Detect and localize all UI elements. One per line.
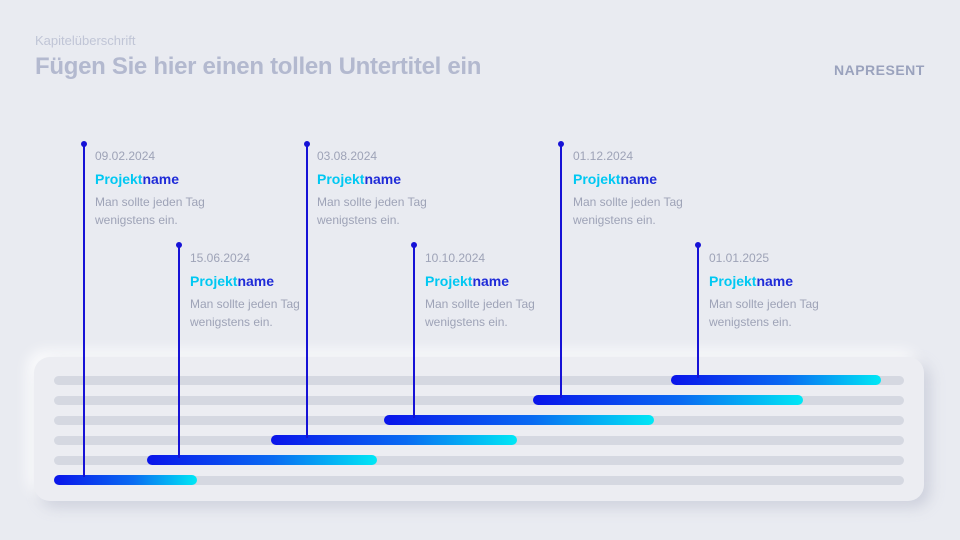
- brand-logo: NAPRESENT: [834, 62, 925, 78]
- desc-line: Man sollte jeden Tag: [95, 195, 205, 209]
- milestone-name: Projektname: [709, 273, 849, 289]
- milestone-description: Man sollte jeden Tag wenigstens ein.: [573, 193, 713, 229]
- milestone-name: Projektname: [317, 171, 457, 187]
- milestone-name: Projektname: [425, 273, 565, 289]
- timeline-track: [54, 456, 904, 465]
- milestone-name-part: Projekt: [95, 171, 143, 187]
- desc-line: Man sollte jeden Tag: [190, 297, 300, 311]
- desc-line: wenigstens ein.: [709, 315, 792, 329]
- desc-line: wenigstens ein.: [190, 315, 273, 329]
- project-bar-6: [671, 375, 881, 385]
- desc-line: Man sollte jeden Tag: [709, 297, 819, 311]
- milestone-label: 01.01.2025 Projektname Man sollte jeden …: [709, 251, 849, 331]
- milestone-name-part: Projekt: [190, 273, 238, 289]
- milestone-stem: [560, 144, 562, 398]
- milestone-label: 10.10.2024 Projektname Man sollte jeden …: [425, 251, 565, 331]
- timeline-track: [54, 396, 904, 405]
- milestone-date: 01.12.2024: [573, 149, 634, 163]
- milestone-name-part: name: [142, 171, 180, 187]
- milestone-name: Projektname: [573, 171, 713, 187]
- milestone-stem: [413, 245, 415, 418]
- milestone-date: 09.02.2024: [95, 149, 156, 163]
- desc-line: Man sollte jeden Tag: [317, 195, 427, 209]
- milestone-date: 01.01.2025: [709, 251, 770, 265]
- milestone-stem: [83, 144, 85, 477]
- milestone-date: 10.10.2024: [425, 251, 486, 265]
- milestone-stem: [306, 144, 308, 438]
- timeline-track: [54, 476, 904, 485]
- milestone-name: Projektname: [95, 171, 235, 187]
- milestone-description: Man sollte jeden Tag wenigstens ein.: [425, 295, 565, 331]
- milestone-name-part: name: [756, 273, 794, 289]
- milestone-stem: [697, 245, 699, 378]
- milestone-description: Man sollte jeden Tag wenigstens ein.: [317, 193, 457, 229]
- milestone-description: Man sollte jeden Tag wenigstens ein.: [95, 193, 235, 229]
- chapter-heading: Kapitelüberschrift: [35, 33, 136, 48]
- desc-line: Man sollte jeden Tag: [573, 195, 683, 209]
- desc-line: wenigstens ein.: [573, 213, 656, 227]
- milestone-name-part: Projekt: [425, 273, 473, 289]
- milestone-description: Man sollte jeden Tag wenigstens ein.: [709, 295, 849, 331]
- milestone-name-part: name: [472, 273, 510, 289]
- milestone-description: Man sollte jeden Tag wenigstens ein.: [190, 295, 330, 331]
- milestone-label: 03.08.2024 Projektname Man sollte jeden …: [317, 149, 457, 229]
- project-bar-2: [147, 455, 377, 465]
- project-bar-1: [54, 475, 197, 485]
- page-subtitle: Fügen Sie hier einen tollen Untertitel e…: [35, 53, 482, 80]
- project-bar-3: [271, 435, 517, 445]
- milestone-name-part: name: [364, 171, 402, 187]
- timeline-track: [54, 376, 904, 385]
- desc-line: wenigstens ein.: [95, 213, 178, 227]
- milestone-name-part: name: [620, 171, 658, 187]
- project-bar-4: [384, 415, 654, 425]
- milestone-stem: [178, 245, 180, 458]
- desc-line: Man sollte jeden Tag: [425, 297, 535, 311]
- project-bar-5: [533, 395, 803, 405]
- milestone-label: 01.12.2024 Projektname Man sollte jeden …: [573, 149, 713, 229]
- desc-line: wenigstens ein.: [425, 315, 508, 329]
- milestone-label: 09.02.2024 Projektname Man sollte jeden …: [95, 149, 235, 229]
- milestone-date: 15.06.2024: [190, 251, 251, 265]
- desc-line: wenigstens ein.: [317, 213, 400, 227]
- milestone-name-part: Projekt: [317, 171, 365, 187]
- milestone-date: 03.08.2024: [317, 149, 378, 163]
- milestone-name-part: name: [237, 273, 275, 289]
- milestone-name-part: Projekt: [709, 273, 757, 289]
- milestone-name-part: Projekt: [573, 171, 621, 187]
- milestone-name: Projektname: [190, 273, 330, 289]
- milestone-label: 15.06.2024 Projektname Man sollte jeden …: [190, 251, 330, 331]
